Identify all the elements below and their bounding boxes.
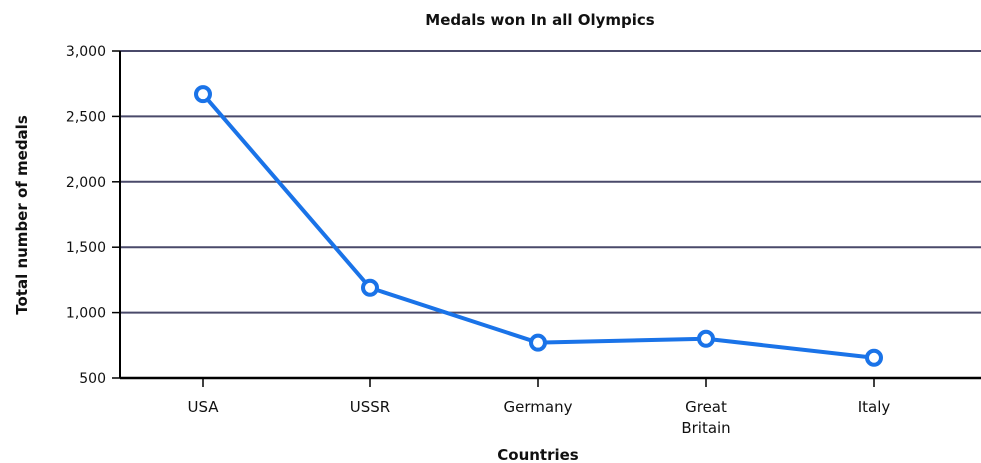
y-tick-label: 1,500 xyxy=(66,240,106,256)
y-tick-label: 2,000 xyxy=(66,175,106,191)
series-layer xyxy=(194,85,883,367)
x-tick-label: Great Britain xyxy=(681,398,730,437)
data-point xyxy=(529,333,547,352)
y-axis-title: Total number of medals xyxy=(13,115,31,315)
x-axis: USA USSR Germany Great Britain Italy xyxy=(120,376,981,437)
chart-title: Medals won In all Olympics xyxy=(425,11,654,29)
data-point xyxy=(865,348,883,367)
y-tick-label: 3,000 xyxy=(66,44,106,60)
series-line xyxy=(201,92,876,360)
x-tick-label: USSR xyxy=(350,398,390,416)
y-axis: 3,000 2,500 2,000 1,500 1,000 500 xyxy=(66,44,121,387)
y-tick-label: 500 xyxy=(79,371,106,387)
x-tick-label: Italy xyxy=(858,398,891,416)
x-tick-label: Germany xyxy=(504,398,573,416)
x-axis-title: Countries xyxy=(497,446,579,463)
y-tick-label: 1,000 xyxy=(66,306,106,322)
data-point xyxy=(361,278,379,297)
x-tick-label: USA xyxy=(187,398,219,416)
gridlines xyxy=(120,50,981,314)
y-tick-label: 2,500 xyxy=(66,109,106,125)
data-point xyxy=(697,329,715,348)
data-point xyxy=(194,85,212,104)
